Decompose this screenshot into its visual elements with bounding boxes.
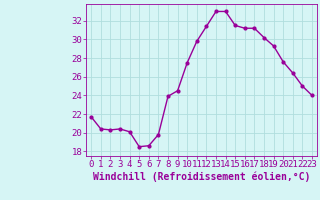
- X-axis label: Windchill (Refroidissement éolien,°C): Windchill (Refroidissement éolien,°C): [93, 172, 310, 182]
